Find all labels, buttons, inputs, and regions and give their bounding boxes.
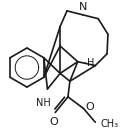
Text: O: O	[49, 117, 58, 127]
Text: ·H: ·H	[84, 58, 94, 68]
Text: NH: NH	[36, 98, 51, 108]
Text: CH₃: CH₃	[100, 119, 118, 129]
Text: N: N	[78, 2, 87, 12]
Text: O: O	[86, 102, 94, 112]
